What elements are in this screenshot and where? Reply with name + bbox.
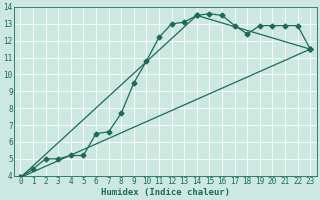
X-axis label: Humidex (Indice chaleur): Humidex (Indice chaleur): [101, 188, 230, 197]
